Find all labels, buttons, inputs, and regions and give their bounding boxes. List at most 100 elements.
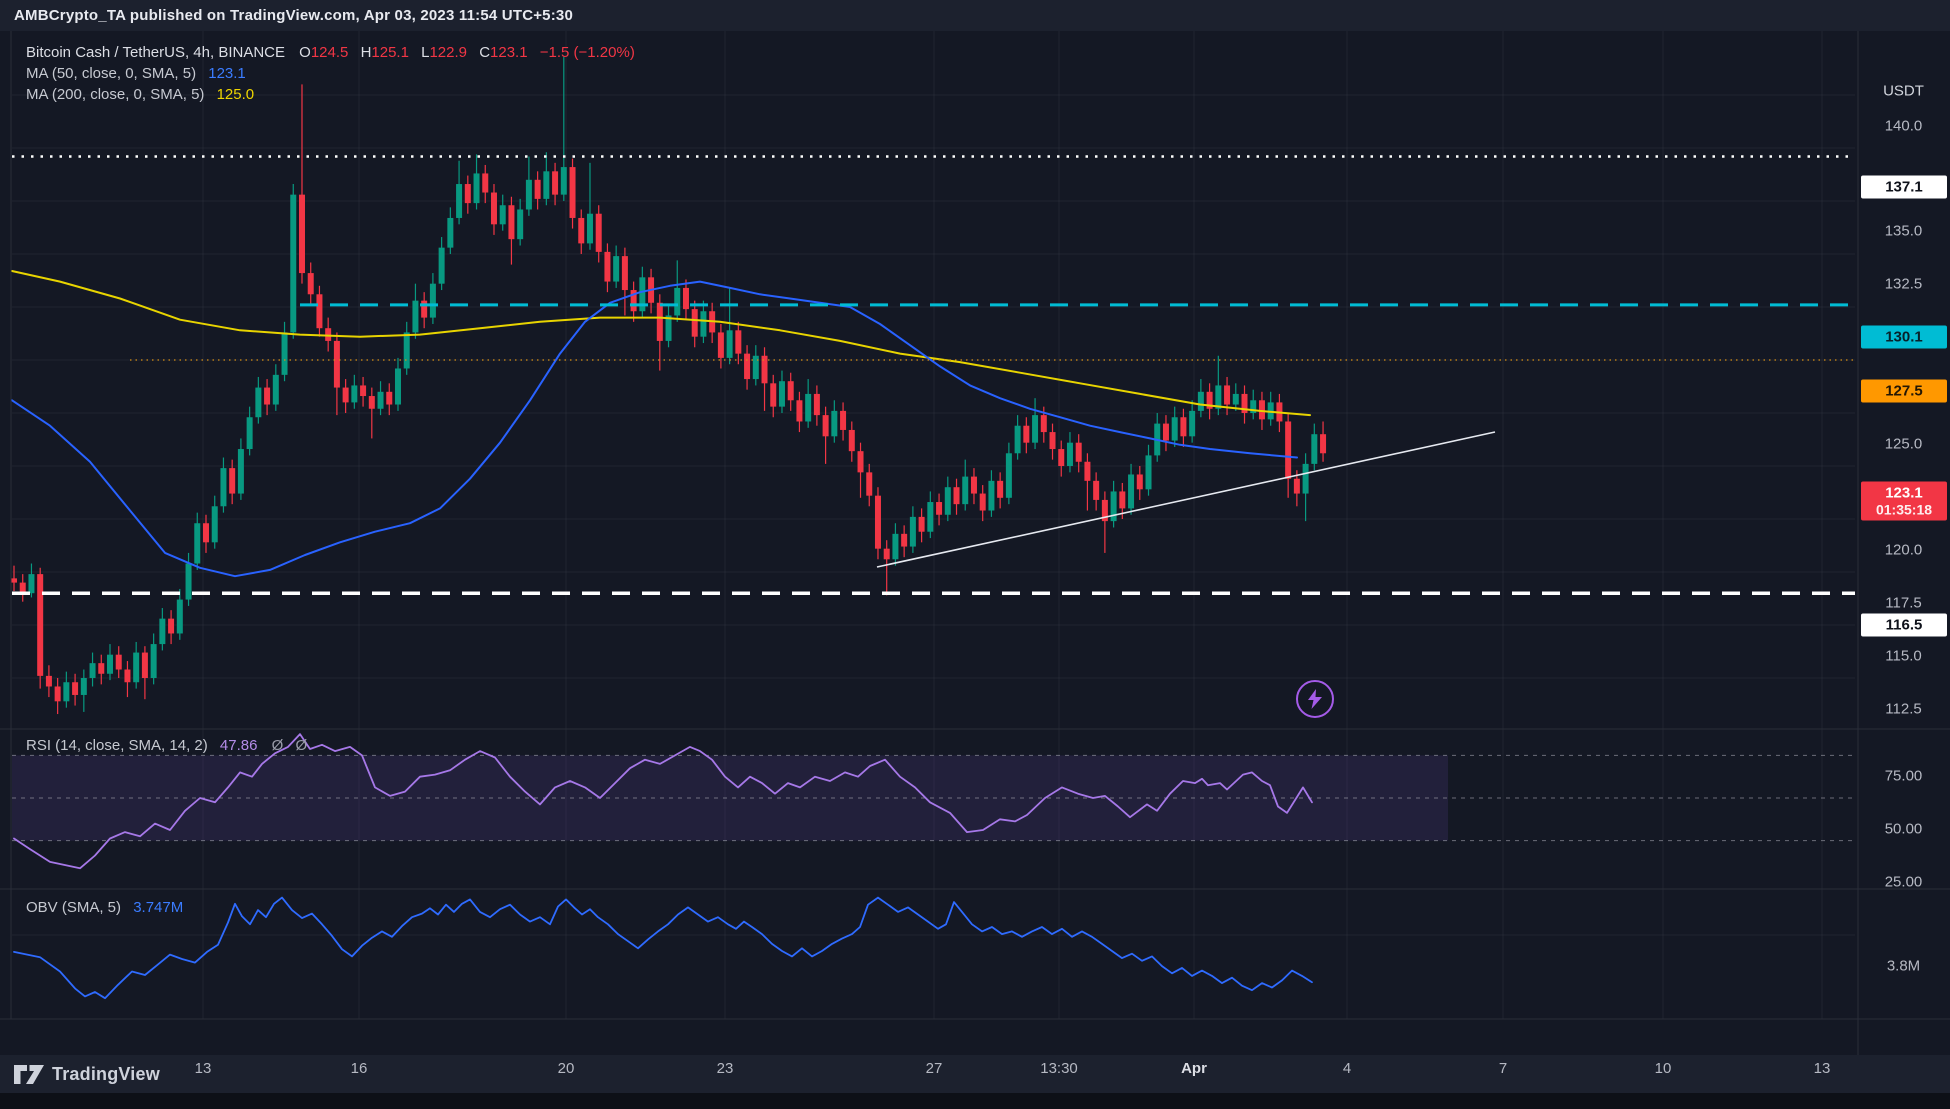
candle-body [962, 476, 969, 505]
candle-body [586, 213, 593, 244]
candle-body [28, 574, 35, 594]
candle-body [386, 391, 393, 405]
candle-body [202, 523, 209, 543]
candle-body [997, 480, 1004, 498]
candle-body [168, 618, 175, 634]
candle-body [744, 353, 751, 380]
candle-body [970, 476, 977, 494]
candle-body [543, 171, 550, 199]
candle-body [665, 315, 672, 341]
price-tick-140.0: 140.0 [1884, 117, 1923, 135]
price-level-label-137.1: 137.1 [1861, 175, 1947, 199]
attribution-bar: AMBCrypto_TA published on TradingView.co… [0, 0, 1950, 31]
candle-body [1040, 415, 1047, 433]
candle-body [1162, 423, 1169, 441]
candle-body [595, 213, 602, 252]
rsi-label: RSI (14, close, SMA, 14, 2) [26, 737, 208, 754]
candle-body [412, 300, 419, 333]
candle-body [656, 302, 663, 341]
obv-legend[interactable]: OBV (SMA, 5) 3.747M [26, 897, 183, 918]
ma50-label: MA (50, close, 0, SMA, 5) [26, 65, 197, 82]
price-axis-currency: USDT [1883, 82, 1924, 100]
candle-body [1189, 410, 1196, 437]
candle-body [534, 179, 541, 199]
candle-body [1110, 491, 1117, 522]
time-tick-13: 13 [194, 1060, 212, 1077]
candle-body [325, 328, 332, 341]
tradingview-logo[interactable]: TradingView [14, 1064, 160, 1085]
candle-body [1215, 385, 1222, 409]
price-tick-25.00: 25.00 [1884, 873, 1923, 891]
candle-body [342, 387, 349, 403]
candle-body [19, 582, 26, 594]
rsi-legend[interactable]: RSI (14, close, SMA, 14, 2) 47.86 Ø Ø [26, 735, 307, 756]
candle-body [857, 451, 864, 473]
candle-body [560, 167, 567, 195]
price-tick-117.5: 117.5 [1885, 594, 1922, 612]
candle-body [1250, 400, 1257, 413]
candle-body [1049, 432, 1056, 450]
candle-body [11, 578, 17, 583]
candle-body [1058, 449, 1065, 466]
candle-body [752, 355, 759, 380]
candle-body [298, 194, 305, 274]
price-tick-120.0: 120.0 [1884, 541, 1923, 559]
chart-canvas[interactable] [0, 31, 1950, 1055]
candle-body [988, 480, 995, 511]
ma200-value: 125.0 [216, 86, 255, 103]
symbol-title: Bitcoin Cash / TetherUS, 4h, BINANCE [26, 44, 285, 61]
candle-body [735, 330, 742, 354]
bottom-bar: TradingView [0, 1055, 1950, 1093]
lightning-button[interactable] [1296, 680, 1334, 718]
candle-body [98, 663, 105, 674]
candle-body [72, 682, 79, 695]
ohlc-open-value: 124.5 [310, 44, 349, 61]
ma50-value: 123.1 [208, 65, 246, 82]
price-tick-115.0: 115.0 [1885, 647, 1922, 665]
candle-body [490, 192, 497, 225]
candle-body [578, 217, 585, 244]
candle-body [80, 678, 87, 695]
candle-body [54, 686, 61, 702]
candle-body [45, 675, 52, 687]
candle-body [438, 247, 445, 284]
candle-body [141, 652, 148, 678]
symbol-legend-row[interactable]: Bitcoin Cash / TetherUS, 4h, BINANCE O12… [26, 42, 635, 63]
candle-body [1180, 417, 1187, 437]
candle-body [1285, 421, 1292, 479]
candle-body [150, 644, 157, 678]
candle-body [1232, 393, 1239, 405]
candle-body [499, 205, 506, 225]
candle-body [281, 332, 288, 375]
candle-body [1084, 461, 1091, 481]
candle-body [1224, 385, 1231, 405]
candle-body [272, 374, 279, 405]
candle-body [264, 387, 271, 405]
candle-body [936, 502, 943, 515]
candle-body [421, 300, 428, 318]
obv-label: OBV (SMA, 5) [26, 899, 122, 916]
obv-value: 3.747M [133, 899, 184, 916]
time-tick-13:30: 13:30 [1040, 1060, 1078, 1077]
price-tick-112.5: 112.5 [1885, 700, 1922, 718]
ohlc-open-label: O [299, 44, 311, 61]
candle-body [726, 330, 733, 358]
candle-body [307, 273, 314, 295]
candle-body [909, 516, 916, 547]
rsi-smoothing-icon-2: Ø [295, 737, 308, 754]
ma50-legend-row[interactable]: MA (50, close, 0, SMA, 5) 123.1 [26, 63, 635, 84]
ohlc-low-value: 122.9 [429, 44, 468, 61]
price-level-label-123.1: 123.1 01:35:18 [1861, 481, 1947, 521]
ma200-legend-row[interactable]: MA (200, close, 0, SMA, 5) 125.0 [26, 84, 635, 105]
ohlc-close-value: 123.1 [490, 44, 528, 61]
candle-body [927, 502, 934, 532]
candle-body [831, 410, 838, 437]
trendline[interactable] [876, 431, 1496, 568]
candle-body [333, 340, 340, 388]
candle-body [508, 205, 515, 240]
rsi-band [12, 755, 1448, 841]
candle-body [639, 277, 646, 312]
candle-body [1023, 425, 1030, 443]
candle-body [456, 184, 463, 218]
